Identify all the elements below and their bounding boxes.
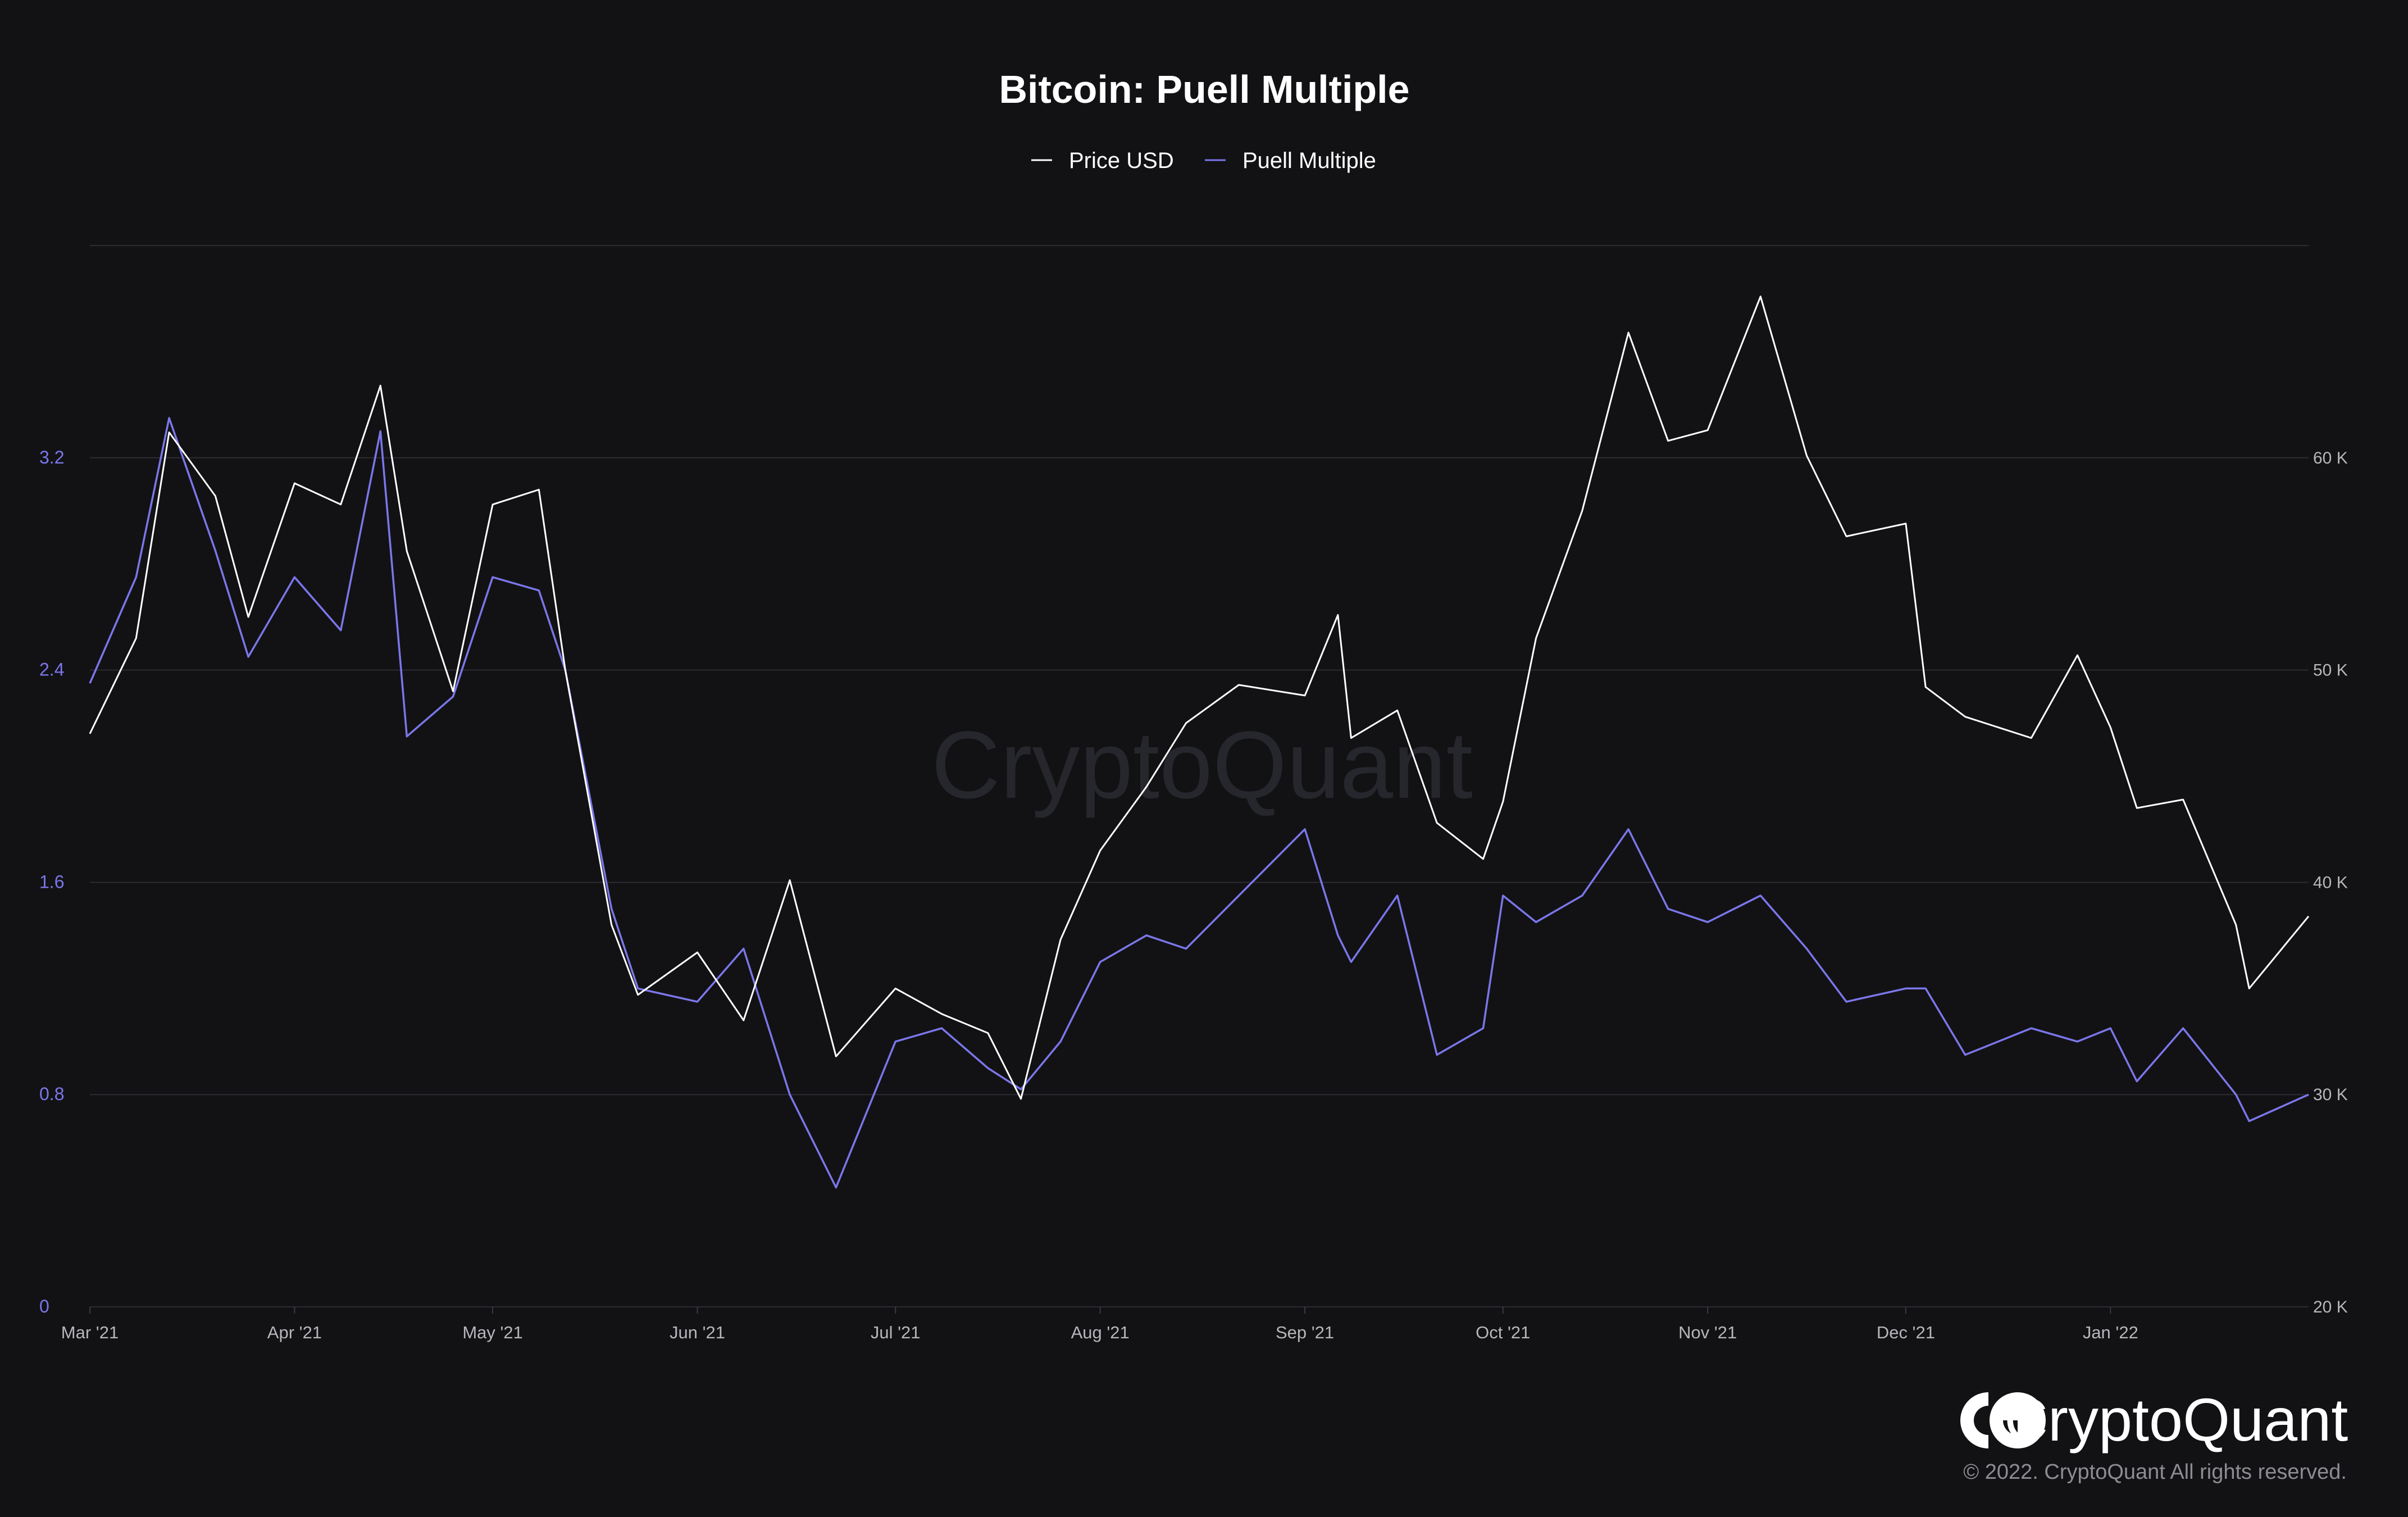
brand-logo: CryptoQuant xyxy=(1960,1386,2348,1454)
chart-title: Bitcoin: Puell Multiple xyxy=(999,67,1409,111)
y-right-tick-label: 40 K xyxy=(2313,873,2348,892)
watermark: CryptoQuant xyxy=(931,712,1473,819)
x-tick-label: Aug '21 xyxy=(1071,1323,1130,1342)
y-left-tick-label: 0 xyxy=(39,1296,49,1316)
x-tick-label: May '21 xyxy=(462,1323,523,1342)
y-right-tick-label: 20 K xyxy=(2313,1298,2348,1316)
x-tick-label: Jan '22 xyxy=(2083,1323,2138,1342)
x-tick-label: Nov '21 xyxy=(1678,1323,1737,1342)
y-axis-left: 0 0.8 1.6 2.4 3.2 xyxy=(39,447,64,1316)
x-tick-label: Dec '21 xyxy=(1877,1323,1935,1342)
legend: Price USD Puell Multiple xyxy=(1031,148,1376,173)
y-left-tick-label: 3.2 xyxy=(39,447,64,467)
x-tick-label: Sep '21 xyxy=(1276,1323,1334,1342)
y-left-tick-label: 0.8 xyxy=(39,1084,64,1104)
legend-item-price-usd[interactable]: Price USD xyxy=(1069,148,1174,173)
x-tick-label: Mar '21 xyxy=(61,1323,119,1342)
y-right-tick-label: 60 K xyxy=(2313,449,2348,467)
x-tick-label: Apr '21 xyxy=(267,1323,322,1342)
x-tick-label: Oct '21 xyxy=(1476,1323,1530,1342)
series-puell-multiple-line xyxy=(89,417,2309,1189)
x-axis: Mar '21 Apr '21 May '21 Jun '21 Jul '21 Aug '… xyxy=(61,1307,2138,1342)
y-left-tick-label: 1.6 xyxy=(39,871,64,892)
y-left-tick-label: 2.4 xyxy=(39,660,64,680)
series-price-usd-line xyxy=(89,296,2310,1100)
y-axis-right: 20 K 30 K 40 K 50 K 60 K xyxy=(2313,449,2348,1316)
cryptoquant-logo-icon xyxy=(1960,1392,2046,1448)
y-right-tick-label: 50 K xyxy=(2313,661,2348,680)
copyright-text: © 2022. CryptoQuant All rights reserved. xyxy=(1963,1460,2347,1484)
x-tick-label: Jun '21 xyxy=(670,1323,725,1342)
gridlines xyxy=(90,245,2309,1307)
brand-name: CryptoQuant xyxy=(2004,1386,2348,1454)
y-right-tick-label: 30 K xyxy=(2313,1085,2348,1104)
x-tick-label: Jul '21 xyxy=(871,1323,921,1342)
legend-item-puell-multiple[interactable]: Puell Multiple xyxy=(1242,148,1376,173)
